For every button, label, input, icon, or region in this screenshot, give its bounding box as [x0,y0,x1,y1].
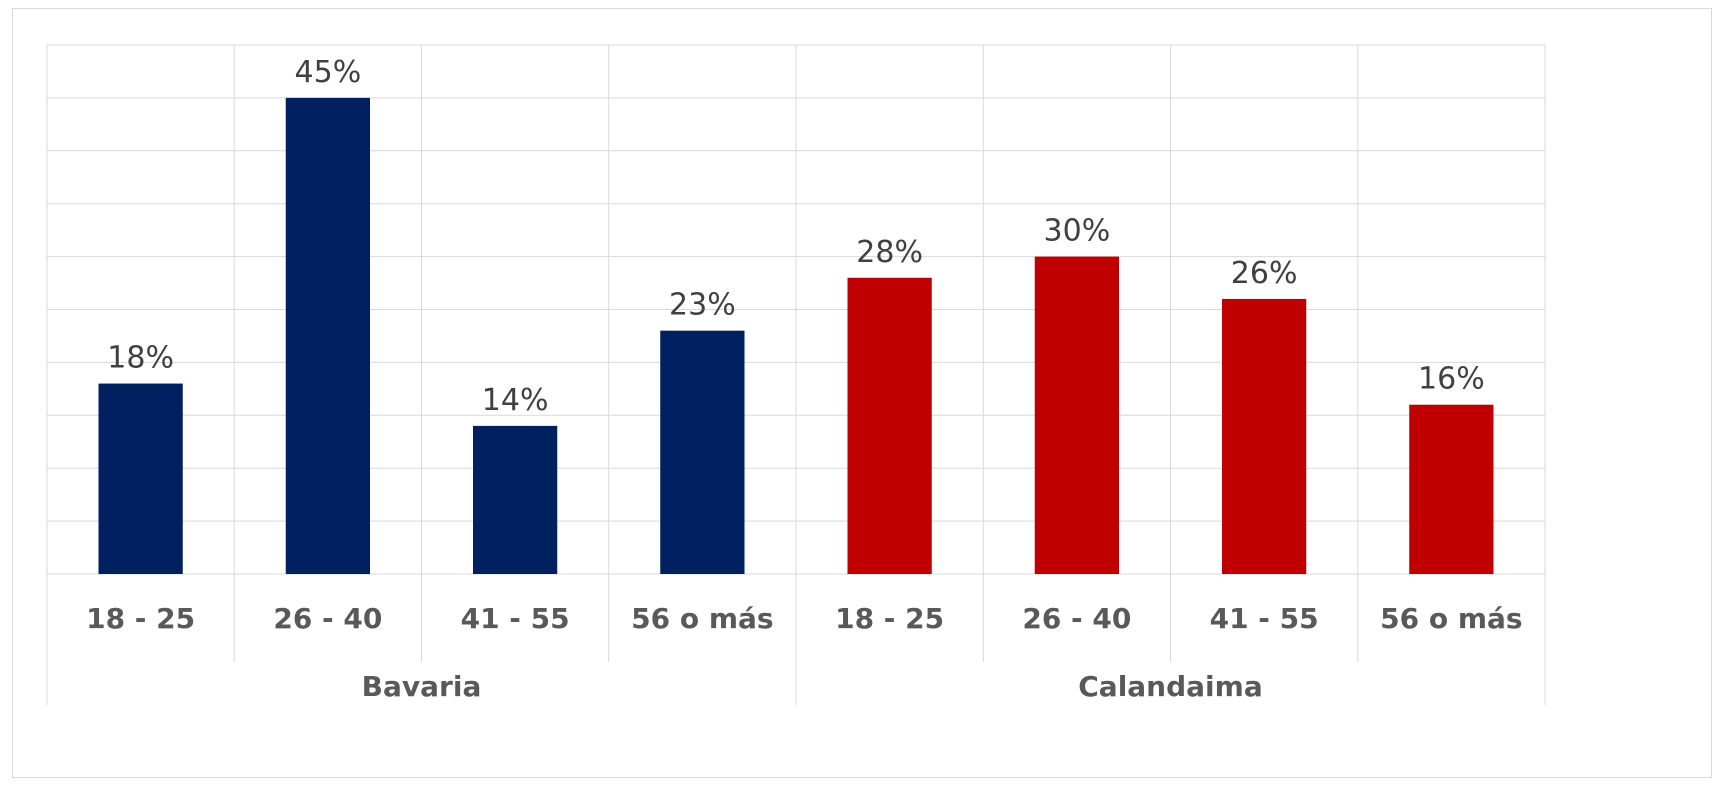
category-tick-label: 18 - 25 [86,602,195,635]
bar-bavaria-4 [660,330,745,574]
category-tick-label: 56 o más [1380,602,1522,635]
data-label: 45% [295,55,362,90]
category-tick-label: 26 - 40 [273,602,382,635]
category-tick-label: 18 - 25 [835,602,944,635]
bar-bavaria-1 [98,383,183,574]
category-tick-label: 56 o más [631,602,773,635]
bar-calandaima-2 [1034,256,1120,574]
bar-calandaima-3 [1221,298,1307,574]
data-label: 14% [482,383,549,418]
group-label-calandaima: Calandaima [1078,670,1262,703]
data-label: 28% [856,235,923,270]
data-label: 23% [669,288,736,323]
bar-bavaria-2 [285,97,371,575]
bar-calandaima-1 [847,277,932,574]
category-tick-label: 41 - 55 [1210,602,1319,635]
category-tick-label: 26 - 40 [1022,602,1131,635]
data-label: 30% [1044,214,1111,249]
category-tick-label: 41 - 55 [461,602,570,635]
data-label: 16% [1418,362,1485,397]
bar-bavaria-3 [472,425,558,574]
group-label-bavaria: Bavaria [362,670,482,703]
bar-calandaima-4 [1409,404,1494,574]
data-label: 26% [1231,256,1298,291]
data-label: 18% [107,341,174,376]
